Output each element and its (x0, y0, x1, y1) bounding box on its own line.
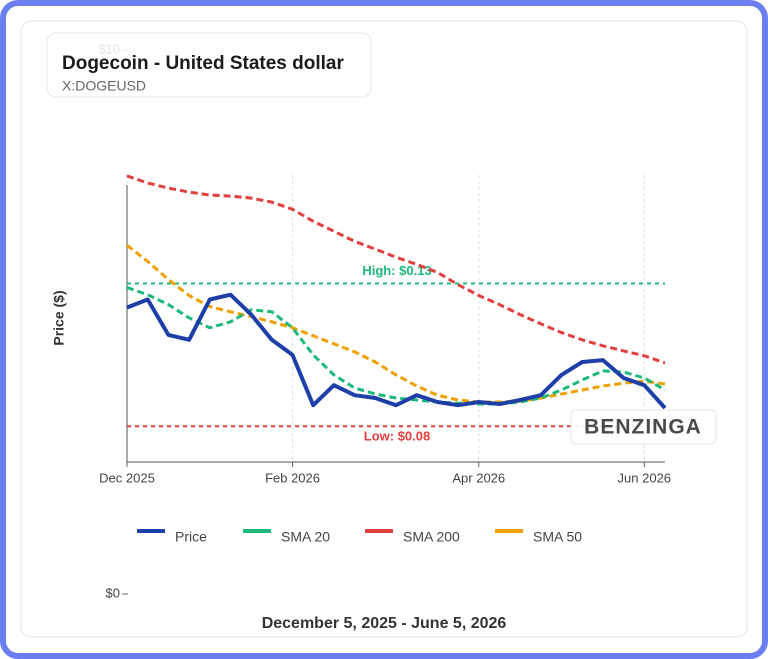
x-tick-label: Apr 2026 (452, 470, 505, 485)
series-line (126, 244, 666, 404)
watermark-box (570, 409, 717, 445)
card (20, 20, 748, 638)
title-box (46, 32, 372, 98)
series-line (126, 174, 666, 365)
y-tick-label: $0 (106, 585, 120, 600)
legend-label: SMA 20 (281, 529, 330, 545)
reference-label: Low: $0.08 (364, 429, 430, 444)
footer: December 5, 2025 - June 5, 2026 (262, 615, 507, 632)
chart-title: Dogecoin - United States dollar (62, 53, 344, 74)
series-line (126, 292, 667, 410)
watermark: BENZINGA (584, 416, 702, 439)
x-tick-label: Jun 2026 (618, 470, 672, 485)
y-axis-label: Price ($) (51, 290, 67, 345)
legend-label: SMA 200 (403, 529, 460, 545)
legend-label: SMA 50 (533, 529, 582, 545)
x-tick-label: Dec 2025 (99, 470, 155, 485)
legend-label: Price (175, 529, 207, 545)
x-tick-label: Feb 2026 (265, 470, 320, 485)
chart-subtitle: X:DOGEUSD (62, 78, 146, 94)
reference-label: High: $0.13 (362, 263, 431, 278)
series-line (126, 286, 666, 406)
